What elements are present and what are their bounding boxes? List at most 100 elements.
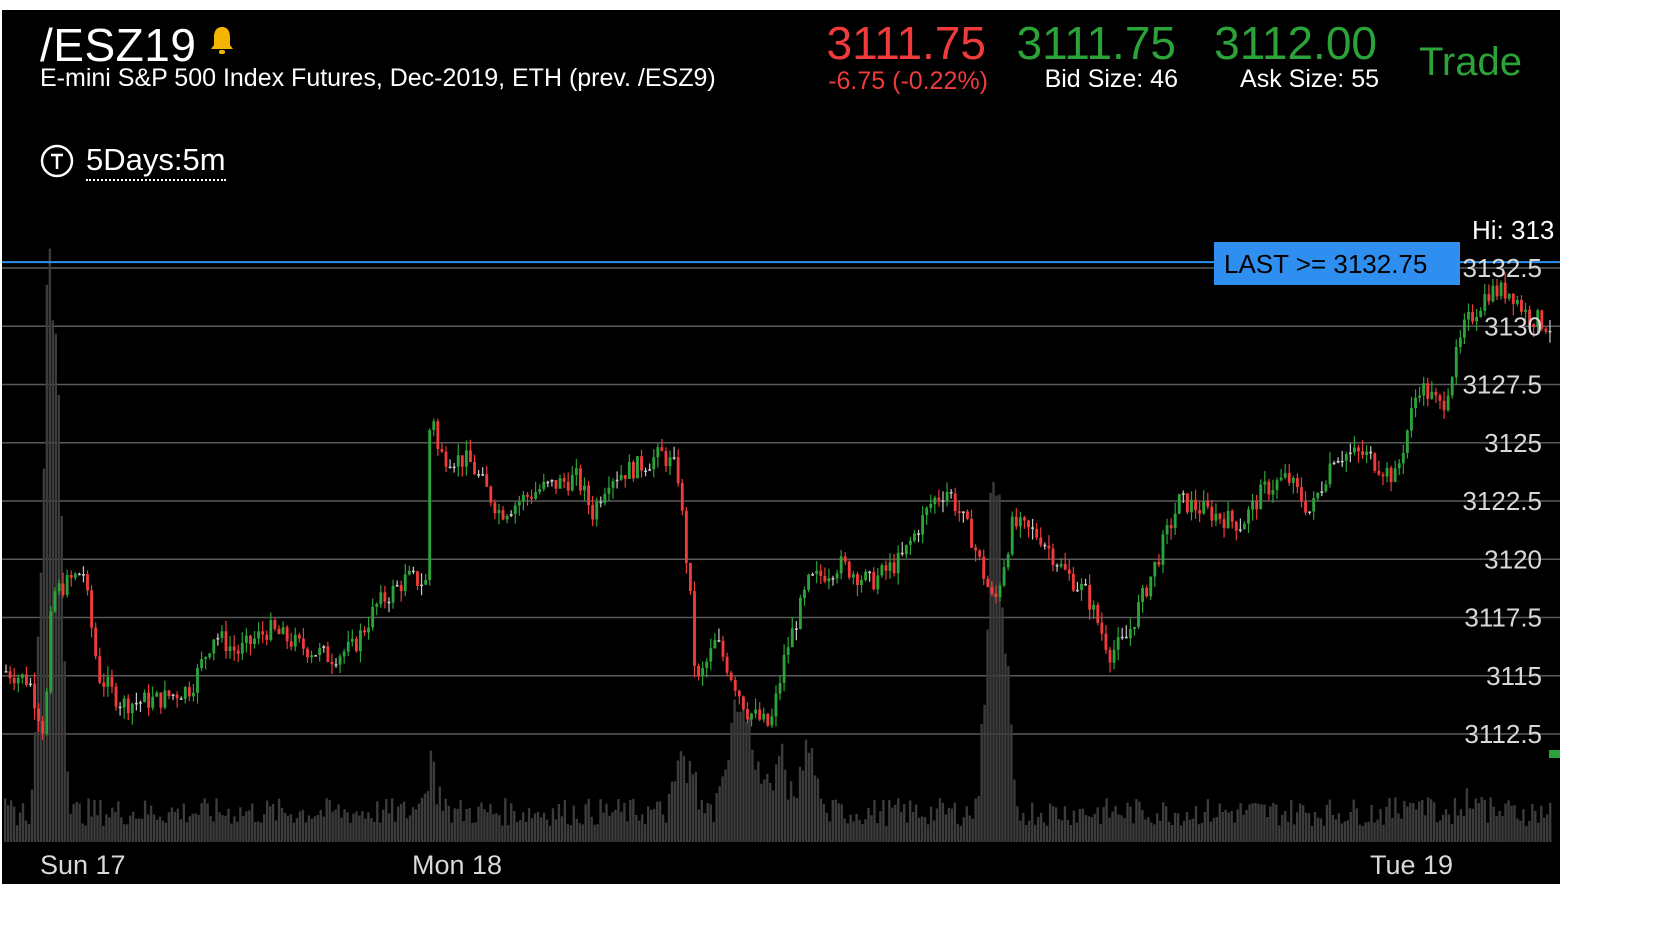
volume-bar bbox=[944, 814, 948, 842]
volume-bar bbox=[45, 284, 49, 842]
volume-bar bbox=[1456, 815, 1460, 842]
candle-body bbox=[974, 547, 977, 551]
volume-bar bbox=[361, 811, 364, 842]
candle-body bbox=[200, 659, 203, 669]
volume-bar bbox=[971, 818, 974, 842]
bell-icon[interactable] bbox=[208, 24, 236, 58]
candle-body bbox=[33, 683, 36, 709]
candle-body bbox=[888, 562, 892, 571]
trade-button[interactable]: Trade bbox=[1418, 40, 1522, 84]
candle-body bbox=[391, 585, 395, 603]
volume-bar bbox=[224, 815, 227, 842]
candle-body bbox=[1120, 636, 1124, 639]
volume-bar bbox=[1429, 799, 1433, 842]
volume-bar bbox=[414, 809, 418, 842]
volume-bar bbox=[712, 822, 715, 842]
volume-bar bbox=[908, 800, 912, 842]
candle-body bbox=[330, 662, 334, 665]
volume-bar bbox=[203, 798, 206, 842]
clock-t-icon[interactable] bbox=[40, 144, 74, 178]
volume-bar bbox=[941, 802, 945, 842]
volume-bar bbox=[804, 739, 808, 842]
candle-body bbox=[1230, 510, 1234, 522]
volume-bar bbox=[307, 815, 311, 842]
volume-bar bbox=[1364, 822, 1367, 842]
volume-bar bbox=[1409, 802, 1412, 842]
candle-body bbox=[1100, 622, 1104, 634]
timeframe-selector[interactable]: 5Days:5m bbox=[86, 142, 226, 181]
candle-body bbox=[110, 677, 114, 687]
candle-body bbox=[456, 455, 460, 467]
candle-body bbox=[729, 672, 733, 680]
candle-body bbox=[1279, 477, 1283, 481]
volume-bar bbox=[539, 817, 543, 842]
volume-bar bbox=[480, 802, 483, 842]
price-tick-label: 3115 bbox=[1486, 661, 1542, 691]
candle-body bbox=[1010, 516, 1014, 555]
volume-bar bbox=[968, 815, 971, 842]
candle-body bbox=[1243, 523, 1246, 530]
volume-bar bbox=[262, 814, 266, 842]
candle-body bbox=[595, 501, 599, 520]
candle-body bbox=[249, 635, 252, 645]
bid-price[interactable]: 3111.75 bbox=[1016, 17, 1176, 69]
candle-body bbox=[1088, 585, 1092, 610]
volume-bar bbox=[1340, 823, 1344, 842]
candle-body bbox=[53, 591, 57, 612]
candle-body bbox=[880, 565, 884, 576]
candle-body bbox=[346, 641, 350, 652]
volume-bar bbox=[682, 755, 686, 842]
candle-body bbox=[464, 450, 468, 467]
volume-bar bbox=[1543, 817, 1546, 842]
volume-bar bbox=[298, 811, 302, 842]
volume-bar bbox=[1185, 812, 1189, 842]
high-label: Hi: 313 bbox=[1472, 215, 1555, 245]
candle-body bbox=[1096, 604, 1100, 623]
x-axis-label: Tue 19 bbox=[1370, 850, 1454, 880]
volume-bar bbox=[429, 750, 433, 842]
candle-body bbox=[167, 690, 171, 696]
price-alert-badge[interactable]: LAST >= 3132.75 bbox=[1214, 242, 1460, 285]
volume-bar bbox=[132, 811, 135, 842]
volume-bar bbox=[1322, 825, 1326, 842]
volume-bar bbox=[63, 661, 66, 842]
volume-bar bbox=[527, 808, 531, 842]
volume-bar bbox=[1498, 811, 1501, 842]
volume-bar bbox=[1144, 819, 1147, 842]
candle-body bbox=[122, 698, 126, 708]
volume-bar bbox=[1468, 808, 1472, 842]
volume-bar bbox=[903, 804, 906, 842]
candle-body bbox=[1185, 493, 1189, 513]
volume-bar bbox=[516, 821, 519, 842]
candle-body bbox=[868, 571, 872, 574]
candle-body bbox=[1312, 498, 1316, 512]
volume-bar bbox=[736, 711, 739, 842]
candle-body bbox=[473, 461, 476, 475]
candle-body bbox=[1071, 573, 1075, 591]
volume-bar bbox=[373, 821, 376, 842]
volume-bar bbox=[605, 803, 608, 842]
candlesticks[interactable] bbox=[4, 272, 1552, 741]
candle-body bbox=[929, 503, 933, 508]
volume-bar bbox=[786, 799, 790, 842]
volume-bar bbox=[1510, 805, 1513, 842]
volume-bar bbox=[983, 704, 986, 842]
candle-body bbox=[631, 461, 635, 479]
candle-body bbox=[615, 479, 619, 482]
ask-price[interactable]: 3112.00 bbox=[1214, 17, 1377, 69]
volume-bar bbox=[587, 798, 590, 842]
candle-body bbox=[326, 646, 330, 663]
candle-body bbox=[921, 515, 925, 535]
candle-body bbox=[1153, 561, 1157, 577]
volume-bar bbox=[629, 799, 632, 842]
candle-body bbox=[228, 646, 232, 652]
price-chart[interactable]: 3132.5 3130 3127.5 3125 3122.5 3120 3117.5 3115… bbox=[2, 10, 1560, 884]
volume-bar bbox=[521, 812, 525, 842]
volume-bar bbox=[340, 817, 343, 842]
volume-bar bbox=[920, 816, 924, 842]
candle-body bbox=[1194, 499, 1197, 511]
volume-bar bbox=[1492, 806, 1495, 842]
volume-bar bbox=[483, 809, 486, 842]
volume-bar bbox=[322, 816, 325, 842]
candle-body bbox=[399, 584, 403, 592]
